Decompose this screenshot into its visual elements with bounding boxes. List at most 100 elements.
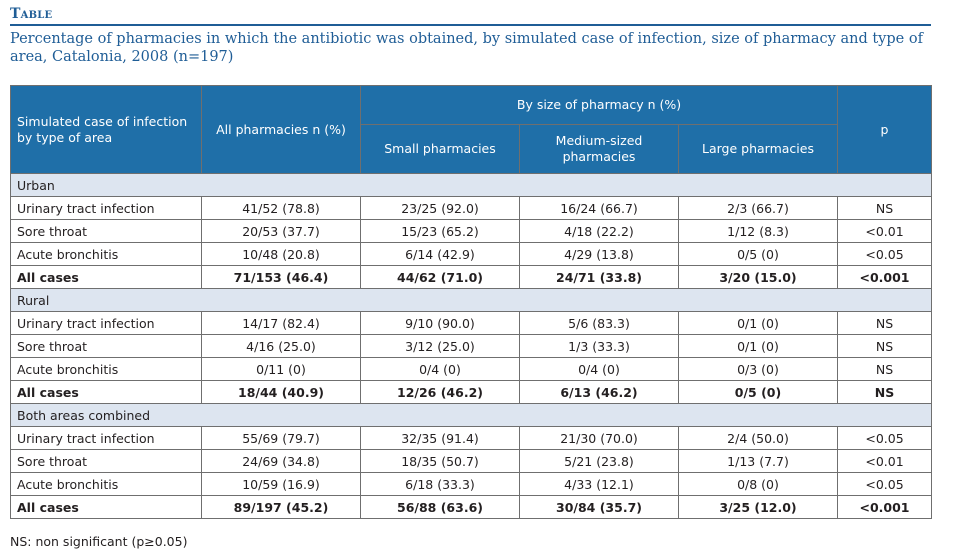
cell-case: Urinary tract infection — [10, 196, 202, 220]
cell-small: 23/25 (92.0) — [360, 196, 520, 220]
table-row: All cases 71/153 (46.4) 44/62 (71.0) 24/71 … — [10, 265, 932, 289]
cell-all-pharmacies: 24/69 (34.8) — [201, 449, 361, 473]
cell-p-value: NS — [837, 357, 932, 381]
header-case-type: Simulated case of infection by type of a… — [10, 85, 202, 174]
cell-large: 3/25 (12.0) — [678, 495, 838, 519]
cell-medium: 4/29 (13.8) — [519, 242, 679, 266]
cell-p-value: NS — [837, 334, 932, 358]
table-row: Urinary tract infection 55/69 (79.7) 32/35… — [10, 426, 932, 450]
cell-small: 44/62 (71.0) — [360, 265, 520, 289]
table-body: Urban Urinary tract infection 41/52 (78.8)… — [10, 173, 932, 519]
cell-small: 12/26 (46.2) — [360, 380, 520, 404]
cell-case: Sore throat — [10, 449, 202, 473]
cell-large: 0/5 (0) — [678, 242, 838, 266]
cell-all-pharmacies: 10/59 (16.9) — [201, 472, 361, 496]
table-caption: Percentage of pharmacies in which the an… — [10, 31, 923, 65]
header-by-size: By size of pharmacy n (%) — [360, 85, 838, 125]
table-row: Urinary tract infection 14/17 (82.4) 9/10 … — [10, 311, 932, 335]
cell-medium: 30/84 (35.7) — [519, 495, 679, 519]
cell-medium: 21/30 (70.0) — [519, 426, 679, 450]
table-row: All cases 18/44 (40.9) 12/26 (46.2) 6/13 (4… — [10, 380, 932, 404]
cell-case: Acute bronchitis — [10, 357, 202, 381]
cell-all-pharmacies: 55/69 (79.7) — [201, 426, 361, 450]
cell-p-value: <0.05 — [837, 472, 932, 496]
cell-large: 3/20 (15.0) — [678, 265, 838, 289]
table-row: Sore throat 4/16 (25.0) 3/12 (25.0) 1/3 (33… — [10, 334, 932, 358]
table-row: All cases 89/197 (45.2) 56/88 (63.6) 30/84 … — [10, 495, 932, 519]
cell-large: 1/12 (8.3) — [678, 219, 838, 243]
cell-p-value: NS — [837, 196, 932, 220]
cell-medium: 4/33 (12.1) — [519, 472, 679, 496]
cell-p-value: <0.001 — [837, 495, 932, 519]
cell-case: Sore throat — [10, 219, 202, 243]
cell-case: Urinary tract infection — [10, 311, 202, 335]
cell-large: 0/5 (0) — [678, 380, 838, 404]
section-title: Both areas combined — [10, 403, 932, 427]
cell-p-value: <0.05 — [837, 426, 932, 450]
header-p-value: p — [837, 85, 932, 174]
cell-small: 3/12 (25.0) — [360, 334, 520, 358]
section-title: Rural — [10, 288, 932, 312]
table-row: Acute bronchitis 10/48 (20.8) 6/14 (42.9) 4… — [10, 242, 932, 266]
cell-case: Acute bronchitis — [10, 472, 202, 496]
table-row: Sore throat 20/53 (37.7) 15/23 (65.2) 4/18 … — [10, 219, 932, 243]
cell-small: 18/35 (50.7) — [360, 449, 520, 473]
cell-large: 2/3 (66.7) — [678, 196, 838, 220]
table-row: Acute bronchitis 0/11 (0) 0/4 (0) 0/4 (0) 0/… — [10, 357, 932, 381]
cell-p-value: NS — [837, 311, 932, 335]
header-small-pharmacies: Small pharmacies — [360, 124, 520, 174]
cell-medium: 4/18 (22.2) — [519, 219, 679, 243]
table-heading: Table — [10, 6, 931, 26]
cell-medium: 1/3 (33.3) — [519, 334, 679, 358]
cell-p-value: NS — [837, 380, 932, 404]
cell-medium: 0/4 (0) — [519, 357, 679, 381]
cell-p-value: <0.01 — [837, 449, 932, 473]
table-row: Urinary tract infection 41/52 (78.8) 23/25… — [10, 196, 932, 220]
cell-medium: 5/21 (23.8) — [519, 449, 679, 473]
cell-all-pharmacies: 71/153 (46.4) — [201, 265, 361, 289]
cell-large: 0/8 (0) — [678, 472, 838, 496]
cell-small: 56/88 (63.6) — [360, 495, 520, 519]
cell-small: 9/10 (90.0) — [360, 311, 520, 335]
section-row: Both areas combined — [10, 403, 932, 427]
cell-small: 0/4 (0) — [360, 357, 520, 381]
cell-all-pharmacies: 89/197 (45.2) — [201, 495, 361, 519]
cell-large: 0/1 (0) — [678, 311, 838, 335]
cell-case: All cases — [10, 380, 202, 404]
section-row: Rural — [10, 288, 932, 312]
cell-small: 6/14 (42.9) — [360, 242, 520, 266]
table-row: Sore throat 24/69 (34.8) 18/35 (50.7) 5/21 … — [10, 449, 932, 473]
footnote: NS: non significant (p≥0.05) — [10, 534, 188, 549]
table-row: Acute bronchitis 10/59 (16.9) 6/18 (33.3) 4… — [10, 472, 932, 496]
cell-p-value: <0.001 — [837, 265, 932, 289]
results-table: Simulated case of infection by type of a… — [10, 85, 932, 519]
cell-all-pharmacies: 41/52 (78.8) — [201, 196, 361, 220]
cell-all-pharmacies: 0/11 (0) — [201, 357, 361, 381]
cell-p-value: <0.05 — [837, 242, 932, 266]
cell-large: 2/4 (50.0) — [678, 426, 838, 450]
cell-all-pharmacies: 10/48 (20.8) — [201, 242, 361, 266]
header-all-pharmacies: All pharmacies n (%) — [201, 85, 361, 174]
cell-all-pharmacies: 4/16 (25.0) — [201, 334, 361, 358]
cell-case: Sore throat — [10, 334, 202, 358]
cell-small: 32/35 (91.4) — [360, 426, 520, 450]
cell-medium: 5/6 (83.3) — [519, 311, 679, 335]
cell-small: 15/23 (65.2) — [360, 219, 520, 243]
cell-medium: 16/24 (66.7) — [519, 196, 679, 220]
cell-case: Acute bronchitis — [10, 242, 202, 266]
cell-all-pharmacies: 20/53 (37.7) — [201, 219, 361, 243]
cell-large: 0/1 (0) — [678, 334, 838, 358]
cell-medium: 6/13 (46.2) — [519, 380, 679, 404]
cell-all-pharmacies: 14/17 (82.4) — [201, 311, 361, 335]
cell-small: 6/18 (33.3) — [360, 472, 520, 496]
section-title: Urban — [10, 173, 932, 197]
header-large-pharmacies: Large pharmacies — [678, 124, 838, 174]
cell-large: 1/13 (7.7) — [678, 449, 838, 473]
cell-large: 0/3 (0) — [678, 357, 838, 381]
table-header: Simulated case of infection by type of a… — [10, 85, 932, 174]
cell-case: Urinary tract infection — [10, 426, 202, 450]
cell-medium: 24/71 (33.8) — [519, 265, 679, 289]
section-row: Urban — [10, 173, 932, 197]
header-medium-pharmacies: Medium-sized pharmacies — [519, 124, 679, 174]
cell-case: All cases — [10, 495, 202, 519]
